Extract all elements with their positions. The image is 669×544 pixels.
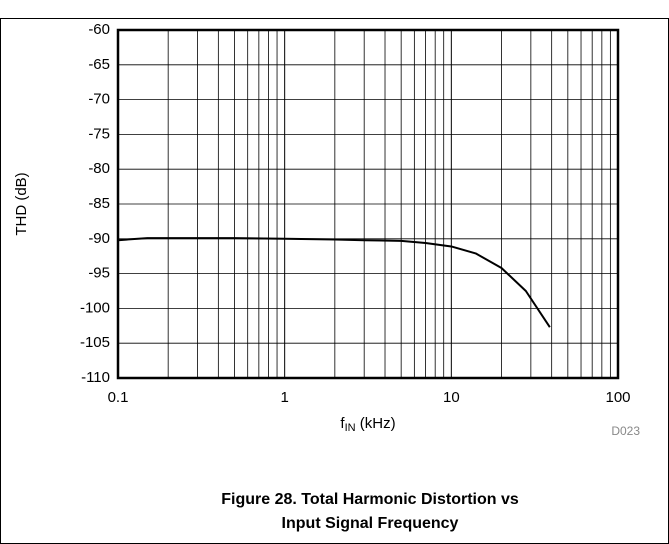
x-tick-label: 100	[605, 389, 630, 406]
plot-border	[116, 28, 620, 380]
x-axis-label: fIN (kHz)	[340, 415, 395, 434]
y-tick-label: -60	[88, 21, 110, 38]
y-tick-label: -95	[88, 265, 110, 282]
x-label-sub: IN	[345, 422, 356, 434]
y-tick-label: -65	[88, 56, 110, 73]
caption-line: Input Signal Frequency	[282, 515, 459, 532]
y-tick-label: -85	[88, 195, 110, 212]
data-line	[117, 237, 551, 328]
y-tick-label: -75	[88, 125, 110, 142]
caption-line: Figure 28. Total Harmonic Distortion vs	[221, 491, 519, 508]
y-tick-label: -110	[81, 369, 110, 386]
x-tick-label: 1	[280, 389, 288, 406]
y-tick-label: -80	[88, 160, 110, 177]
y-tick-label: -105	[80, 334, 110, 351]
y-tick-label: -90	[88, 230, 110, 247]
x-label-unit: (kHz)	[356, 415, 396, 432]
x-tick-label: 0.1	[108, 389, 129, 406]
x-tick-label: 10	[443, 389, 460, 406]
y-axis-label: THD (dB)	[13, 172, 30, 235]
note: D023	[611, 424, 640, 438]
y-tick-label: -100	[80, 299, 110, 316]
x-label-f: f	[340, 415, 345, 432]
y-tick-label: -70	[88, 91, 110, 108]
